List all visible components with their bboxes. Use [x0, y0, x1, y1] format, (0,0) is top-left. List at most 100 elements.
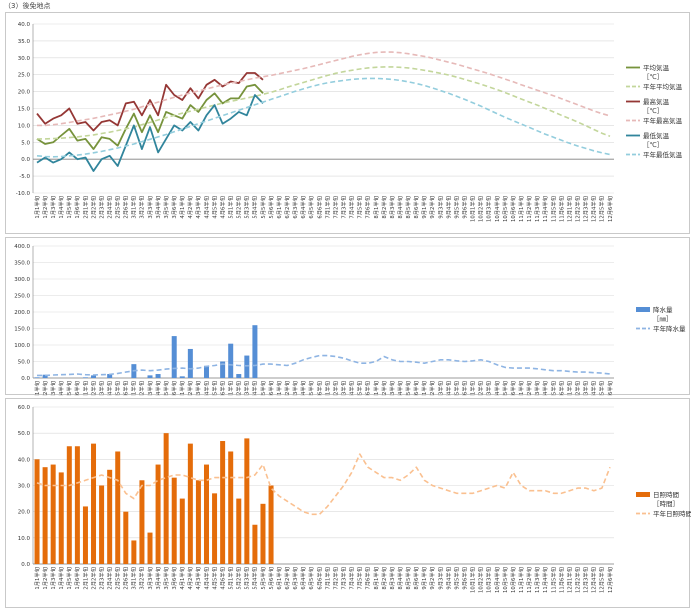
page-heading: （3）後免地点	[4, 2, 51, 10]
x-tick-label: 6月6半旬	[315, 567, 323, 590]
x-tick-label: 10月6半旬	[509, 196, 517, 222]
x-tick-label: 6月4半旬	[299, 196, 307, 219]
x-tick-label: 2月1半旬	[81, 381, 89, 396]
bar-sun	[50, 464, 56, 564]
x-tick-label: 9月3半旬	[436, 196, 444, 219]
x-tick-label: 4月4半旬	[202, 567, 210, 590]
y-tick-label: -10.0	[16, 191, 31, 197]
bar-precip	[203, 365, 209, 378]
series-line-max_normal	[37, 51, 611, 127]
y-tick-label: 40.0	[18, 457, 31, 463]
y-tick-label: 300.0	[14, 277, 30, 283]
x-tick-label: 7月6半旬	[364, 381, 372, 396]
x-tick-label: 7月4半旬	[348, 381, 356, 396]
bar-sun	[252, 524, 258, 564]
x-tick-label: 4月3半旬	[194, 567, 202, 590]
x-tick-label: 10月6半旬	[509, 381, 517, 396]
x-tick-label: 12月5半旬	[598, 381, 606, 396]
x-tick-label: 5月4半旬	[251, 381, 259, 396]
legend-unit-max: ［℃］	[643, 107, 663, 115]
series-line-avg_normal	[37, 66, 611, 140]
x-tick-label: 8月2半旬	[380, 381, 388, 396]
x-tick-label: 4月6半旬	[218, 196, 226, 219]
x-tick-label: 9月4半旬	[444, 567, 452, 590]
x-tick-label: 2月6半旬	[122, 196, 130, 219]
y-tick-label: -5.0	[19, 174, 30, 180]
x-tick-label: 11月2半旬	[525, 567, 533, 593]
x-tick-label: 3月4半旬	[154, 196, 162, 219]
x-tick-label: 11月5半旬	[549, 196, 557, 222]
bar-sun	[179, 498, 185, 564]
x-tick-label: 2月5半旬	[114, 567, 122, 590]
x-tick-label: 8月2半旬	[380, 196, 388, 219]
x-tick-label: 6月2半旬	[283, 381, 291, 396]
x-tick-label: 5月4半旬	[251, 196, 259, 219]
x-tick-label: 12月6半旬	[606, 381, 614, 396]
x-tick-label: 6月1半旬	[275, 381, 283, 396]
x-tick-label: 11月4半旬	[541, 381, 549, 396]
x-tick-label: 3月6半旬	[170, 381, 178, 396]
x-tick-label: 5月3半旬	[243, 196, 251, 219]
x-tick-label: 5月6半旬	[267, 196, 275, 219]
legend-label-min: 最低気温	[643, 131, 670, 140]
x-tick-label: 11月2半旬	[525, 196, 533, 222]
bar-precip	[91, 375, 97, 378]
x-tick-label: 6月6半旬	[315, 381, 323, 396]
bar-sun	[107, 469, 113, 564]
x-tick-label: 5月5半旬	[259, 567, 267, 590]
legend-label-precip_normal: 平年降水量	[653, 324, 686, 333]
x-tick-label: 3月1半旬	[130, 196, 138, 219]
x-tick-label: 9月3半旬	[436, 567, 444, 590]
x-tick-label: 9月4半旬	[444, 196, 452, 219]
x-tick-label: 5月4半旬	[251, 567, 259, 590]
bar-precip	[244, 355, 250, 378]
x-tick-label: 1月5半旬	[65, 381, 73, 396]
x-tick-label: 6月4半旬	[299, 567, 307, 590]
x-tick-label: 4月4半旬	[202, 381, 210, 396]
x-tick-label: 2月5半旬	[114, 381, 122, 396]
x-tick-label: 9月1半旬	[420, 381, 428, 396]
x-tick-label: 10月4半旬	[493, 196, 501, 222]
bar-sun	[82, 506, 88, 564]
x-tick-label: 4月2半旬	[186, 196, 194, 219]
x-tick-label: 10月3半旬	[485, 567, 493, 593]
x-tick-label: 9月2半旬	[428, 196, 436, 219]
x-tick-label: 12月2半旬	[573, 567, 581, 593]
bar-sun	[42, 467, 48, 564]
bar-sun	[139, 480, 145, 564]
bar-sun	[34, 459, 40, 564]
bar-sun	[187, 443, 193, 564]
x-tick-label: 11月6半旬	[557, 381, 565, 396]
x-tick-label: 2月4半旬	[105, 381, 113, 396]
bar-precip	[220, 361, 226, 378]
x-tick-label: 4月6半旬	[218, 567, 226, 590]
x-tick-label: 1月3半旬	[49, 196, 57, 219]
x-tick-label: 6月3半旬	[291, 381, 299, 396]
x-tick-label: 7月1半旬	[323, 196, 331, 219]
x-tick-label: 1月3半旬	[49, 567, 57, 590]
bar-sun	[260, 503, 266, 564]
x-tick-label: 5月2半旬	[235, 567, 243, 590]
x-tick-label: 1月1半旬	[33, 567, 41, 590]
x-tick-label: 4月6半旬	[218, 381, 226, 396]
bar-sun	[155, 464, 161, 564]
x-tick-label: 11月3半旬	[533, 196, 541, 222]
x-tick-label: 6月3半旬	[291, 567, 299, 590]
x-tick-label: 10月2半旬	[477, 567, 485, 593]
x-tick-label: 3月1半旬	[130, 381, 138, 396]
bar-precip	[155, 374, 161, 378]
x-tick-label: 11月5半旬	[549, 567, 557, 593]
x-tick-label: 1月6半旬	[73, 567, 81, 590]
y-tick-label: 250.0	[14, 294, 30, 300]
y-tick-label: 30.0	[18, 484, 31, 490]
x-tick-label: 8月1半旬	[372, 567, 380, 590]
bar-sun	[163, 433, 169, 564]
bar-precip	[82, 377, 88, 378]
x-tick-label: 3月6半旬	[170, 196, 178, 219]
temperature-chart: 40.0 35.0 30.0 25.0 20.0 15.0 10.0 5.0 0.0 -5.0 -1…	[16, 22, 683, 222]
x-tick-label: 12月4半旬	[590, 196, 598, 222]
y-tick-label: 0.0	[21, 157, 30, 163]
x-tick-label: 3月4半旬	[154, 381, 162, 396]
x-tick-label: 10月4半旬	[493, 381, 501, 396]
y-tick-label: 30.0	[18, 56, 31, 62]
